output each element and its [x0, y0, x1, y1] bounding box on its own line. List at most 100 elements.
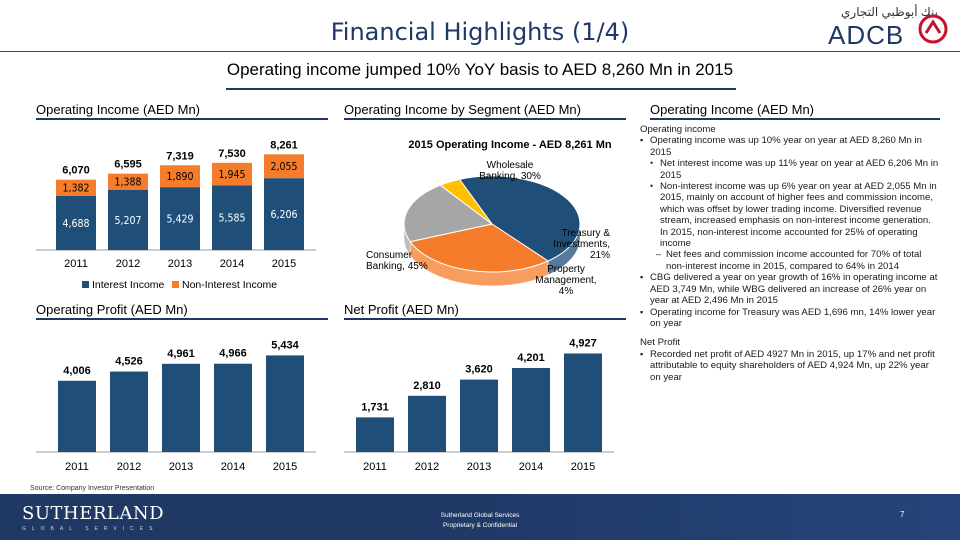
- x-tick-label: 2012: [117, 461, 141, 473]
- source-note: Source: Company Investor Presentation: [30, 485, 155, 492]
- bar: [564, 353, 602, 452]
- bar: [512, 367, 550, 452]
- bar-non-interest: [108, 173, 148, 190]
- adcb-logo-icon: [918, 14, 948, 44]
- bar-value-label: 4,966: [219, 348, 247, 360]
- bar-value-label: 6,206: [270, 209, 297, 221]
- non-interest-sub-bullet: Non-interest income was up 6% year on ye…: [650, 181, 940, 249]
- pie-slice: [409, 223, 550, 273]
- op-income-heading-rule: [36, 118, 328, 120]
- footer-confidential: Sutherland Global Services Proprietary &…: [380, 511, 580, 531]
- commentary-heading-rule: [650, 118, 940, 120]
- footer-proprietary: Proprietary & Confidential: [442, 522, 518, 529]
- x-tick-label: 2012: [116, 258, 140, 270]
- page-title: Financial Highlights (1/4): [330, 18, 630, 46]
- bar: [356, 417, 394, 452]
- segment-pie-chart: 2015 Operating Income - AED 8,261 Mn Cons…: [366, 139, 612, 297]
- bar: [214, 363, 252, 452]
- adcb-logo-arabic: بنك أبوظبي التجاري: [841, 5, 938, 19]
- commentary-heading: Operating Income (AED Mn): [650, 102, 815, 117]
- bar-non-interest: [56, 179, 96, 196]
- pie-slice-label: Wholesale Banking, 30%: [479, 160, 541, 182]
- x-tick-label: 2013: [168, 258, 192, 270]
- pie-slice: [403, 184, 494, 243]
- x-tick-label: 2013: [467, 461, 491, 473]
- legend-swatch-interest: [82, 281, 89, 288]
- x-tick-label: 2014: [220, 258, 244, 270]
- bar-interest: [264, 178, 304, 250]
- bar-total-label: 8,261: [270, 139, 298, 151]
- bar-non-interest: [212, 162, 252, 186]
- pie-slice-label: Treasury & Investments, 21%: [553, 228, 610, 261]
- bar-value-label: 5,429: [166, 214, 193, 226]
- op-income-heading: Operating Income (AED Mn): [36, 102, 201, 117]
- segment-heading-rule: [344, 118, 626, 120]
- bar-interest: [160, 187, 200, 250]
- op-income-commentary-heading: Operating income: [640, 124, 716, 135]
- net-profit-heading: Net Profit (AED Mn): [344, 302, 459, 317]
- bar: [408, 395, 446, 452]
- legend-swatch-non-interest: [172, 281, 179, 288]
- bar-value-label: 4,927: [569, 337, 597, 349]
- legend-label-non-interest: Non-Interest Income: [182, 279, 277, 291]
- pie-slice-label: Property Management, 4%: [535, 264, 596, 297]
- bar-value-label: 4,688: [62, 218, 89, 230]
- bar: [266, 355, 304, 452]
- footer-company: Sutherland Global Services: [440, 512, 520, 519]
- bar-interest: [56, 195, 96, 250]
- legend-label-interest: Interest Income: [92, 279, 165, 291]
- page-number: 7: [900, 510, 905, 519]
- net-profit-chart: 1,731 2011 2,810 2012 3,620 2013 4,201 2014 4,92…: [344, 337, 614, 473]
- x-tick-label: 2012: [415, 461, 439, 473]
- cbg-bullet: CBG delivered a year on year growth of 1…: [640, 272, 940, 306]
- treasury-bullet: Operating income for Treasury was AED 1,…: [640, 307, 940, 330]
- title-divider: [0, 51, 960, 52]
- bar-value-label: 1,388: [114, 177, 141, 189]
- bar-value-label: 2,810: [413, 380, 441, 392]
- operating-income-chart: 4,688 1,382 6,070 2011 5,207 1,388 6,595 2012 5,…: [36, 139, 316, 291]
- bar-value-label: 1,731: [361, 401, 389, 413]
- bar-non-interest: [264, 154, 304, 179]
- x-tick-label: 2011: [363, 461, 387, 473]
- operating-profit-chart: 4,006 2011 4,526 2012 4,961 2013 4,966 2014 5,43…: [36, 339, 316, 473]
- bar-value-label: 3,620: [465, 364, 493, 376]
- bar: [460, 379, 498, 452]
- bar-value-label: 5,585: [218, 213, 245, 225]
- net-profit-commentary-heading: Net Profit: [640, 337, 680, 349]
- footer-bar: [0, 494, 960, 540]
- fees-sub-bullet: Net fees and commission income accounted…: [656, 249, 940, 272]
- bar-value-label: 1,890: [166, 171, 193, 183]
- commentary-panel: Operating income Operating income was up…: [640, 124, 940, 385]
- x-tick-label: 2015: [273, 461, 297, 473]
- bar-value-label: 4,006: [63, 365, 91, 377]
- bar-interest: [108, 189, 148, 250]
- bar-value-label: 1,945: [218, 169, 245, 181]
- bar-total-label: 7,530: [218, 148, 246, 160]
- bar-non-interest: [160, 165, 200, 188]
- page-subtitle: Operating income jumped 10% YoY basis to…: [226, 60, 734, 79]
- subtitle-underline: [226, 88, 736, 90]
- segment-heading: Operating Income by Segment (AED Mn): [344, 102, 581, 117]
- x-tick-label: 2011: [64, 258, 88, 270]
- bar-value-label: 1,382: [62, 183, 89, 195]
- bar-value-label: 5,434: [271, 339, 299, 351]
- sutherland-logo: SUTHERLAND: [22, 503, 165, 524]
- bar-value-label: 4,201: [517, 352, 545, 364]
- net-profit-heading-rule: [344, 318, 626, 320]
- bar: [162, 363, 200, 452]
- x-tick-label: 2015: [571, 461, 595, 473]
- bar: [110, 371, 148, 452]
- adcb-logo-text: ADCB: [828, 20, 905, 50]
- x-tick-label: 2014: [519, 461, 543, 473]
- x-tick-label: 2015: [272, 258, 296, 270]
- bar-value-label: 4,961: [167, 348, 195, 360]
- bar-value-label: 4,526: [115, 356, 143, 368]
- pie-slice: [439, 178, 493, 225]
- bar-total-label: 7,319: [166, 150, 194, 162]
- bar-total-label: 6,070: [62, 165, 90, 177]
- op-profit-heading: Operating Profit (AED Mn): [36, 302, 188, 317]
- bar-value-label: 2,055: [270, 161, 297, 173]
- sutherland-logo-sub: GLOBAL SERVICES: [22, 526, 159, 532]
- bar-total-label: 6,595: [114, 159, 142, 171]
- net-profit-bullet: Recorded net profit of AED 4927 Mn in 20…: [640, 349, 940, 383]
